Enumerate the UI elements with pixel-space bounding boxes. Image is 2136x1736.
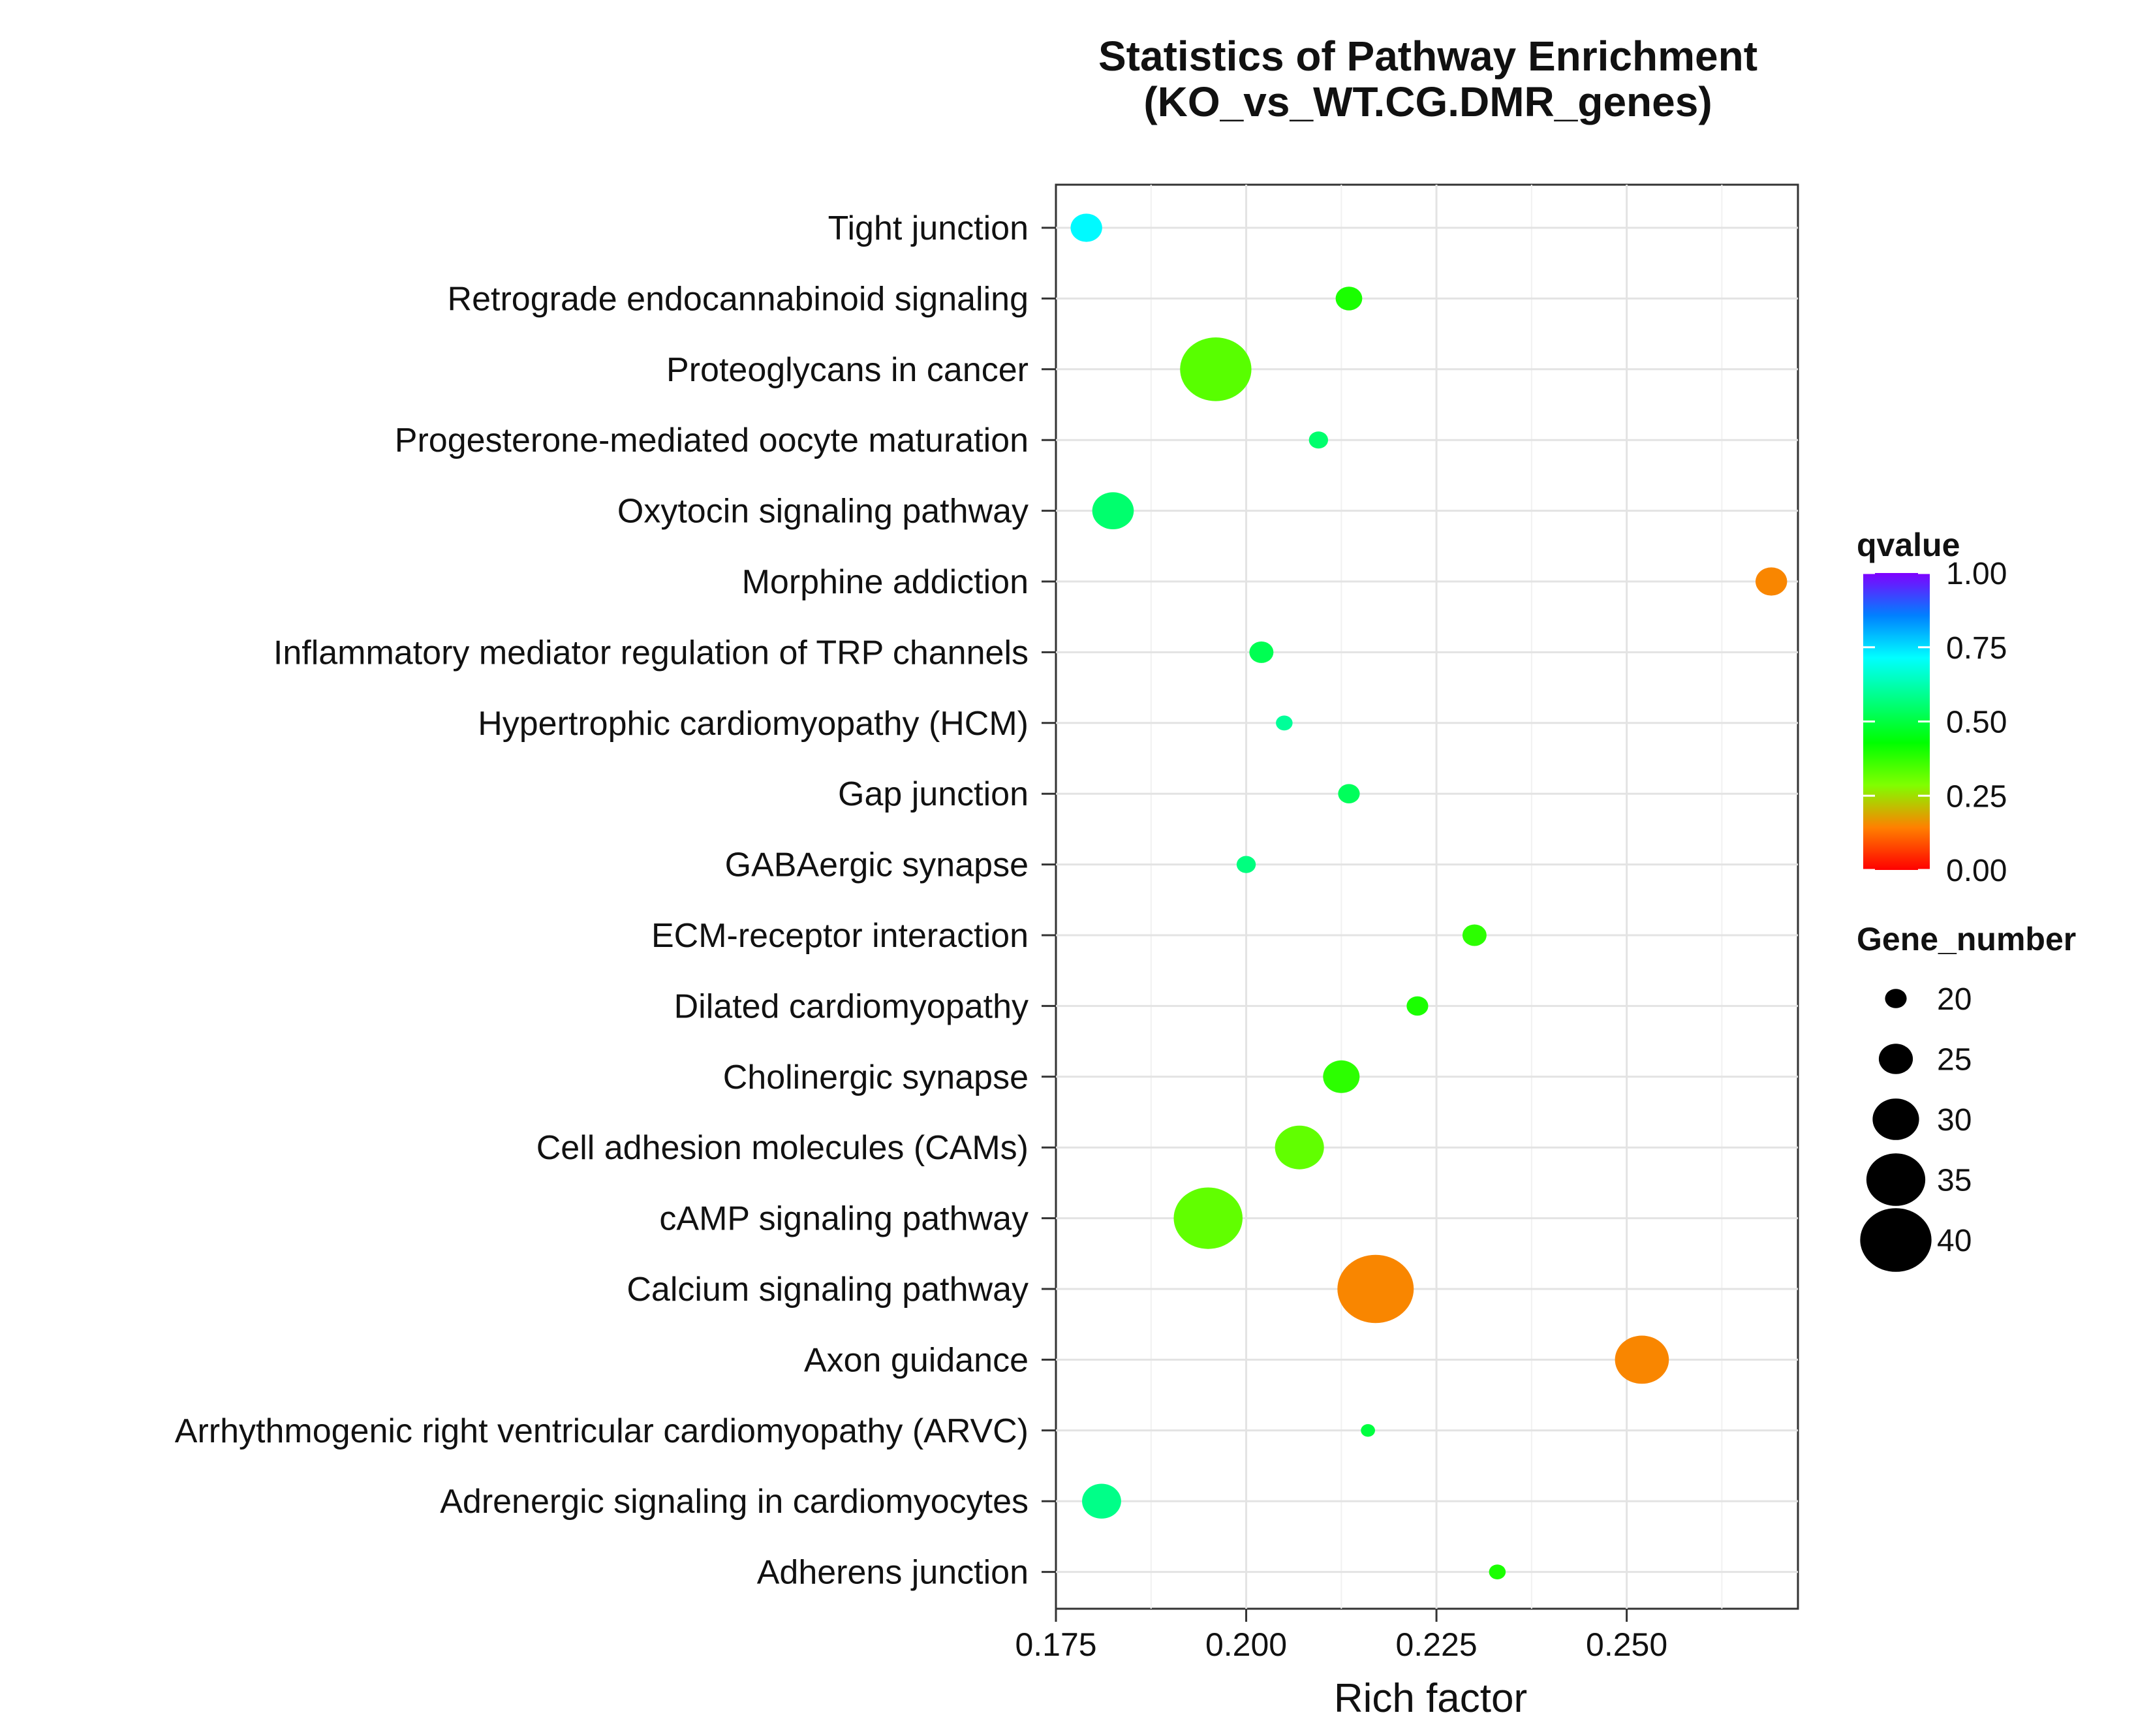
y-axis-labels: Tight junction Retrograde endocannabinoid… [175, 209, 1056, 1592]
y-tick-label: Retrograde endocannabinoid signaling [448, 280, 1029, 318]
y-tick-label: GABAergic synapse [725, 846, 1029, 884]
gene-number-legend-title: Gene_number [1857, 921, 2076, 957]
plot-area [1055, 183, 1799, 1610]
y-tick-label: Tight junction [828, 209, 1029, 247]
data-point [1308, 431, 1328, 449]
colorbar-tick-label: 0.50 [1946, 705, 2007, 740]
data-point [1462, 924, 1487, 946]
size-legend-label: 20 [1937, 982, 1972, 1017]
chart-title: Statistics of Pathway Enrichment [1098, 33, 1757, 80]
y-tick-label: Progesterone-mediated oocyte maturation [395, 422, 1029, 459]
x-tick-label: 0.175 [1015, 1626, 1096, 1663]
y-tick-label: Adrenergic signaling in cardiomyocytes [440, 1483, 1029, 1521]
y-tick-label: Calcium signaling pathway [627, 1271, 1029, 1309]
y-tick-label: Dilated cardiomyopathy [674, 987, 1029, 1025]
size-legend-label: 40 [1937, 1224, 1972, 1258]
y-tick-label: Proteoglycans in cancer [666, 351, 1029, 389]
colorbar-tick-label: 0.00 [1946, 854, 2007, 888]
qvalue-legend: qvalue 1.00 0.75 0.50 0.25 0.00 [1857, 527, 2007, 888]
y-tick-label: Axon guidance [804, 1341, 1029, 1379]
data-point [1070, 213, 1102, 242]
size-legend-label: 35 [1937, 1164, 1972, 1198]
size-legend-dot [1872, 1098, 1919, 1140]
x-axis-ticks: 0.175 0.200 0.225 0.250 [1015, 1609, 1667, 1663]
y-tick-label: Hypertrophic cardiomyopathy (HCM) [478, 705, 1029, 743]
y-tick-label: cAMP signaling pathway [659, 1200, 1029, 1238]
data-point [1406, 996, 1429, 1016]
plot-frame [1055, 183, 1799, 1610]
chart-subtitle: (KO_vs_WT.CG.DMR_genes) [1143, 78, 1712, 125]
data-point [1361, 1424, 1375, 1437]
size-legend-dot [1885, 989, 1907, 1008]
data-point [1276, 715, 1293, 731]
y-tick-label: Cholinergic synapse [723, 1059, 1029, 1096]
y-tick-label: Cell adhesion molecules (CAMs) [536, 1129, 1029, 1167]
size-legend-label: 30 [1937, 1103, 1972, 1138]
data-point [1275, 1125, 1324, 1170]
y-tick-label: Inflammatory mediator regulation of TRP … [273, 634, 1029, 672]
y-tick-label: Adherens junction [757, 1554, 1029, 1592]
data-point [1323, 1060, 1360, 1093]
data-point [1755, 567, 1788, 596]
colorbar-tick-label: 0.75 [1946, 631, 2007, 666]
gridlines [1056, 185, 1798, 1609]
data-point [1249, 641, 1274, 663]
y-tick-label: Gap junction [838, 775, 1029, 813]
x-tick-label: 0.225 [1396, 1626, 1478, 1663]
y-tick-label: Arrhythmogenic right ventricular cardiom… [175, 1412, 1029, 1450]
data-point [1082, 1483, 1121, 1519]
data-point [1489, 1564, 1506, 1580]
qvalue-legend-title: qvalue [1857, 527, 1960, 563]
x-tick-label: 0.250 [1586, 1626, 1667, 1663]
size-legend-dot [1866, 1153, 1926, 1206]
y-tick-label: Oxytocin signaling pathway [617, 493, 1029, 531]
data-points [1070, 213, 1788, 1580]
colorbar-tick-label: 0.25 [1946, 779, 2007, 814]
colorbar-tick-label: 1.00 [1946, 557, 2007, 591]
data-point [1335, 287, 1363, 311]
gene-number-legend: Gene_number 20 25 30 35 40 [1857, 921, 2076, 1272]
x-axis-label: Rich factor [1334, 1676, 1527, 1721]
y-tick-label: ECM-receptor interaction [651, 917, 1029, 955]
data-point [1338, 784, 1360, 803]
y-tick-label: Morphine addiction [742, 563, 1029, 601]
size-legend-dot [1878, 1044, 1913, 1074]
data-point [1180, 337, 1252, 401]
x-tick-label: 0.200 [1205, 1626, 1287, 1663]
data-point [1615, 1335, 1669, 1384]
data-point [1236, 856, 1256, 873]
size-legend-dot [1860, 1208, 1932, 1272]
data-point [1173, 1187, 1243, 1249]
data-point [1337, 1254, 1414, 1324]
size-legend-label: 25 [1937, 1043, 1972, 1077]
data-point [1092, 492, 1134, 529]
